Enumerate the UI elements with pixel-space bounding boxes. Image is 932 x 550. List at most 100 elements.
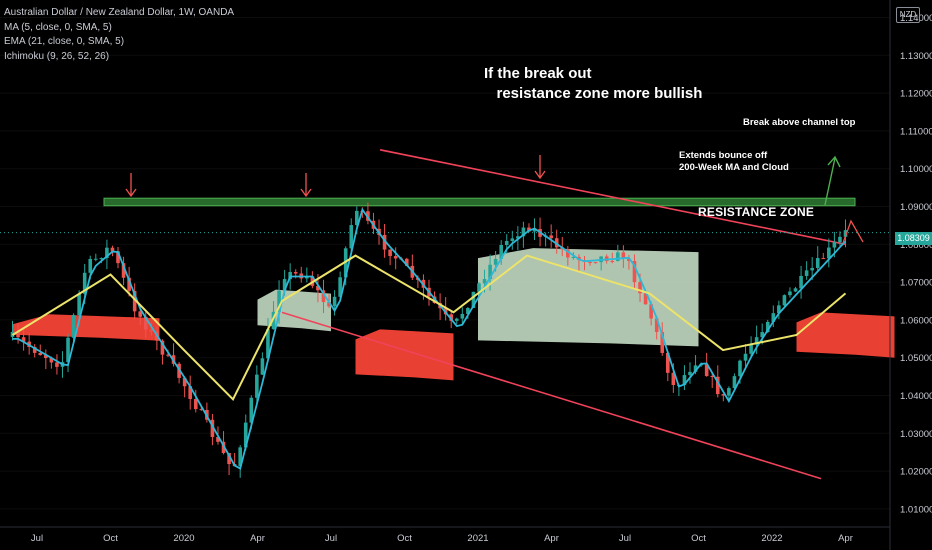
candle-body (449, 314, 454, 321)
cloud-bearish (12, 314, 160, 341)
candle-body (127, 277, 131, 291)
candle-body (777, 305, 781, 314)
candle-body (799, 275, 803, 289)
candle-body (44, 355, 48, 359)
candle-body (671, 372, 676, 385)
x-tick-label: Jul (31, 533, 43, 544)
y-tick-label: 1.01000 (900, 504, 932, 515)
trend-lines[interactable] (0, 149, 890, 480)
x-tick-label: Oct (103, 533, 118, 544)
candle-body (693, 365, 698, 372)
candle-body (32, 346, 37, 353)
candle-body (566, 249, 570, 258)
candle-body (243, 422, 248, 448)
candle-body (821, 258, 826, 260)
symbol-title[interactable]: Australian Dollar / New Zealand Dollar, … (4, 7, 235, 18)
candle-body (160, 340, 165, 355)
candle-body (788, 291, 792, 296)
grid (0, 17, 890, 510)
candle-body (771, 313, 776, 322)
y-tick-label: 1.07000 (900, 278, 932, 289)
indicator-ma[interactable]: MA (5, close, 0, SMA, 5) (4, 21, 112, 33)
candle-body (627, 258, 631, 261)
indicator-legend: Australian Dollar / New Zealand Dollar, … (4, 6, 234, 64)
candle-body (321, 290, 326, 303)
y-tick-label: 1.12000 (900, 89, 932, 100)
candle-body (804, 270, 809, 276)
x-tick-label: Oct (397, 533, 412, 544)
indicator-ichimoku[interactable]: Ichimoku (9, 26, 52, 26) (4, 50, 110, 62)
y-tick-label: 1.04000 (900, 391, 932, 402)
candle-body (77, 293, 81, 316)
y-tick-label: 1.06000 (900, 315, 932, 326)
candle-body (199, 409, 204, 411)
x-tick-label: Jul (619, 533, 631, 544)
candle-body (832, 242, 837, 248)
headline-annotation: If the break out resistance zone more bu… (484, 65, 703, 102)
candle-body (332, 296, 337, 307)
x-tick-label: 2022 (761, 533, 782, 544)
resistance-zone-label: RESISTANCE ZONE (698, 205, 815, 219)
candle-body (815, 258, 820, 268)
arrow-annotations (125, 155, 864, 244)
candle-body (288, 272, 292, 280)
candle-body (99, 258, 104, 260)
cloud-bearish (796, 312, 895, 358)
candle-body (688, 371, 692, 376)
candle-body (227, 453, 231, 465)
moving-averages (11, 207, 847, 470)
candle-body (477, 283, 481, 292)
candle-body (665, 352, 670, 373)
cloud-bullish (257, 289, 331, 332)
candle-body (355, 210, 359, 226)
candle-body (166, 354, 170, 356)
candle-body (682, 375, 687, 385)
candle-body (715, 376, 720, 395)
indicator-ema[interactable]: EMA (21, close, 0, SMA, 5) (4, 36, 125, 47)
candle-body (760, 332, 764, 338)
candle-body (143, 316, 148, 330)
candle-body (55, 362, 59, 367)
break-above-annotation: Break above channel top (743, 117, 856, 128)
candle-body (16, 331, 20, 338)
candle-body (21, 337, 26, 342)
candle-body (249, 397, 254, 423)
candle-body (616, 252, 620, 262)
ma-line (12, 207, 847, 470)
x-tick-label: Apr (544, 533, 559, 544)
channel-bottom-line (281, 311, 822, 480)
candle-body (504, 240, 509, 245)
candle-body (94, 258, 98, 260)
y-tick-label: 1.08000 (900, 240, 932, 251)
x-tick-label: Oct (691, 533, 706, 544)
candle-body (193, 399, 198, 410)
candle-body (266, 329, 270, 359)
candle-body (282, 279, 287, 291)
candle-body (793, 288, 798, 292)
candle-body (293, 272, 298, 274)
candle-body (721, 394, 726, 396)
candle-body (527, 227, 531, 232)
candle-body (732, 376, 737, 389)
y-tick-label: 1.09000 (900, 202, 932, 213)
candle-body (271, 311, 276, 330)
candle-body (754, 337, 759, 345)
candle-body (210, 419, 215, 437)
extends-bounce-annotation: Extends bounce off 200-Week MA and Cloud (679, 150, 789, 173)
ema-line (11, 254, 847, 401)
candle-body (460, 313, 465, 319)
candle-body (471, 291, 476, 309)
candle-body (338, 277, 342, 297)
candle-body (82, 272, 87, 294)
currency-badge: NZD (896, 7, 920, 23)
candle-body (182, 377, 187, 387)
candle-body (499, 244, 503, 259)
candle-body (105, 247, 109, 259)
zigzag-arrow (842, 219, 864, 244)
resistance-zone[interactable] (103, 197, 856, 207)
candle-body (404, 258, 409, 266)
candle-body (88, 258, 93, 273)
y-tick-label: 1.13000 (900, 51, 932, 62)
